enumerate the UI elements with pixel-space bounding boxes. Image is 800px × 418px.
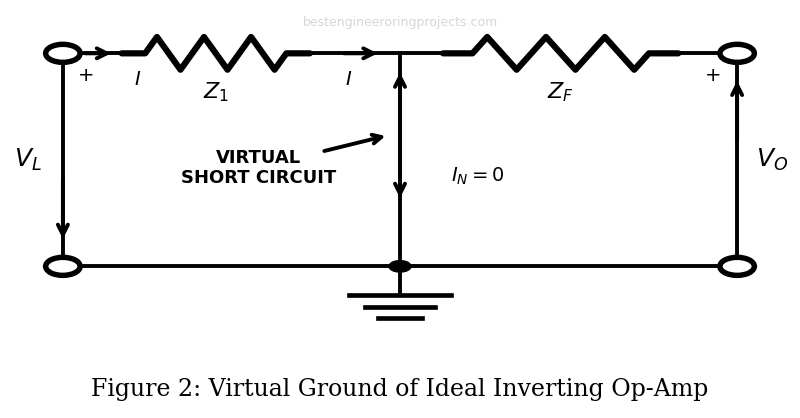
Circle shape — [720, 257, 754, 275]
Text: VIRTUAL
SHORT CIRCUIT: VIRTUAL SHORT CIRCUIT — [182, 149, 337, 187]
Text: $V_L$: $V_L$ — [14, 147, 42, 173]
Text: bestengineeroringprojects.com: bestengineeroringprojects.com — [302, 16, 498, 30]
Circle shape — [389, 260, 411, 272]
Text: $I$: $I$ — [134, 71, 141, 89]
Text: $V_O$: $V_O$ — [756, 147, 789, 173]
Text: +: + — [706, 66, 722, 85]
Text: $I_N = 0$: $I_N = 0$ — [451, 166, 504, 187]
Text: $Z_F$: $Z_F$ — [547, 80, 574, 104]
Text: $I$: $I$ — [346, 71, 353, 89]
Circle shape — [46, 257, 80, 275]
Text: $Z_1$: $Z_1$ — [202, 80, 229, 104]
Text: Figure 2: Virtual Ground of Ideal Inverting Op-Amp: Figure 2: Virtual Ground of Ideal Invert… — [91, 378, 709, 401]
Text: +: + — [78, 66, 94, 85]
Circle shape — [46, 44, 80, 62]
Circle shape — [720, 44, 754, 62]
